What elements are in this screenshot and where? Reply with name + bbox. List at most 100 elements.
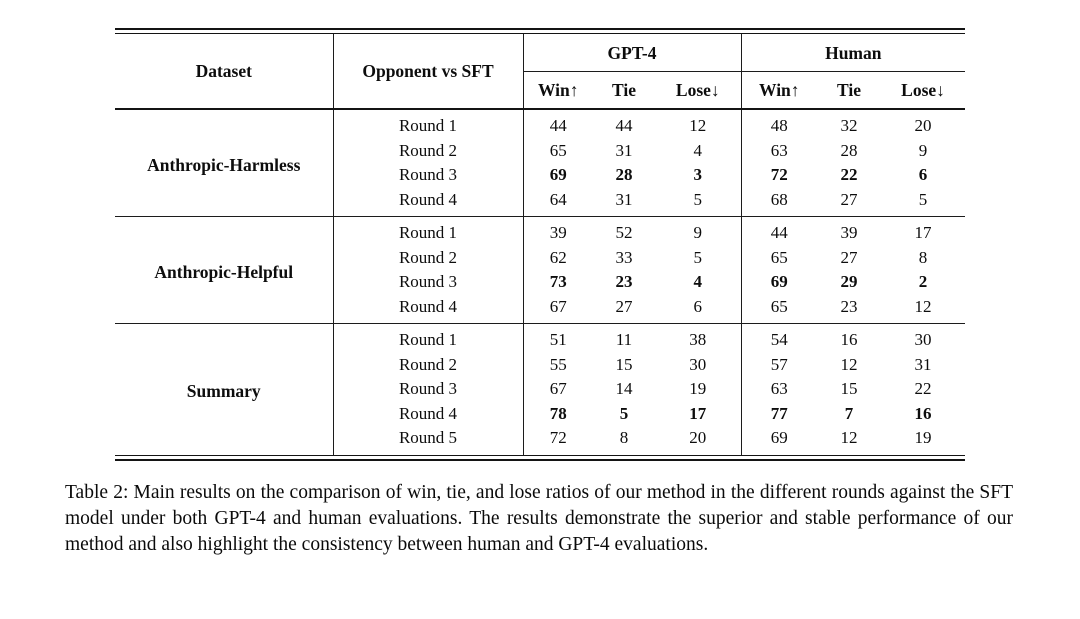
round-cell: Round 1 bbox=[332, 216, 523, 246]
value-cell: 31 bbox=[615, 140, 633, 160]
value-cell: 28 bbox=[615, 165, 633, 184]
value-cell: 39 bbox=[522, 216, 593, 246]
table-row: Round 3 67 14 19 63 15 22 bbox=[115, 377, 965, 402]
value-cell: 68 bbox=[740, 187, 818, 217]
value-cell: 5 bbox=[619, 403, 629, 423]
table-row: Round 4 78 5 17 77 7 16 bbox=[115, 401, 965, 426]
value-cell: 27 bbox=[615, 296, 633, 316]
dataset-cell: Summary bbox=[115, 323, 333, 455]
value-cell: 22 bbox=[914, 379, 932, 398]
value-cell: 27 bbox=[840, 189, 858, 209]
value-cell: 23 bbox=[615, 272, 633, 291]
table-row: Round 2 55 15 30 57 12 31 bbox=[115, 352, 965, 377]
value-cell: 8 bbox=[619, 428, 629, 447]
value-cell: 2 bbox=[918, 272, 928, 291]
value-cell: 16 bbox=[817, 323, 882, 353]
value-cell: 4 bbox=[693, 272, 703, 291]
bottom-double-rule bbox=[115, 454, 965, 461]
table-row: Round 2 62 33 5 65 27 8 bbox=[115, 245, 965, 270]
round-cell: Round 3 bbox=[332, 163, 523, 188]
value-cell: 14 bbox=[615, 379, 633, 398]
value-cell: 52 bbox=[593, 216, 655, 246]
round-cell: Round 4 bbox=[332, 294, 523, 324]
header-metric-tie: Tie bbox=[612, 80, 636, 100]
value-cell: 33 bbox=[615, 247, 633, 267]
value-cell: 65 bbox=[740, 294, 818, 324]
value-cell: 67 bbox=[522, 294, 593, 324]
top-double-rule bbox=[115, 28, 965, 34]
value-cell: 20 bbox=[689, 428, 707, 447]
value-cell: 38 bbox=[655, 323, 742, 353]
value-cell: 48 bbox=[740, 108, 818, 139]
table-caption: Table 2: Main results on the comparison … bbox=[65, 482, 1013, 556]
value-cell: 31 bbox=[914, 354, 932, 374]
value-cell: 9 bbox=[655, 216, 742, 246]
header-metric-lose: Lose↓ bbox=[901, 80, 945, 100]
value-cell: 16 bbox=[914, 403, 932, 423]
value-cell: 51 bbox=[522, 323, 593, 353]
dataset-cell: Anthropic-Harmless bbox=[115, 108, 333, 217]
value-cell: 15 bbox=[840, 379, 858, 398]
table-row: Anthropic-Harmless Round 1 44 44 12 48 32 20 bbox=[115, 108, 966, 217]
value-cell: 12 bbox=[840, 428, 858, 447]
value-cell: 5 bbox=[693, 247, 703, 267]
value-cell: 31 bbox=[615, 189, 633, 209]
value-cell: 44 bbox=[593, 108, 655, 139]
value-cell: 8 bbox=[918, 247, 928, 267]
value-cell: 54 bbox=[740, 323, 818, 353]
results-table-grid: Dataset Opponent vs SFT GPT-4 Human Win↑ Tie L… bbox=[115, 34, 966, 455]
value-cell: 69 bbox=[740, 426, 818, 455]
round-cell: Round 1 bbox=[332, 108, 523, 139]
table-row: Round 5 72 8 20 69 12 19 bbox=[115, 426, 965, 455]
value-cell: 5 bbox=[693, 189, 703, 209]
value-cell: 23 bbox=[840, 296, 858, 316]
header-metric-win: Win↑ bbox=[740, 71, 818, 109]
table-body: Anthropic-Harmless Round 1 44 44 12 48 32 20 Rou… bbox=[115, 108, 966, 455]
value-cell: 69 bbox=[522, 163, 593, 188]
value-cell: 65 bbox=[740, 245, 818, 270]
value-cell: 63 bbox=[740, 138, 818, 163]
value-cell: 39 bbox=[817, 216, 882, 246]
header-row-metrics: Win↑ Tie Lose↓ Win↑ Tie Lose↓ bbox=[115, 71, 965, 109]
round-cell: Round 1 bbox=[332, 323, 523, 353]
value-cell: 69 bbox=[740, 270, 818, 295]
value-cell: 4 bbox=[693, 140, 703, 160]
round-cell: Round 2 bbox=[332, 138, 523, 163]
table-row: Round 4 64 31 5 68 27 5 bbox=[115, 187, 965, 217]
table-row: Round 3 73 23 4 69 29 2 bbox=[115, 270, 965, 295]
table-row: Round 3 69 28 3 72 22 6 bbox=[115, 163, 965, 188]
round-cell: Round 4 bbox=[332, 401, 523, 426]
value-cell: 15 bbox=[615, 354, 633, 374]
table-row: Round 2 65 31 4 63 28 9 bbox=[115, 138, 965, 163]
dataset-cell: Anthropic-Helpful bbox=[115, 216, 333, 324]
value-cell: 19 bbox=[689, 379, 707, 398]
header-group-human: Human bbox=[740, 34, 966, 72]
value-cell: 72 bbox=[522, 426, 593, 455]
value-cell: 67 bbox=[522, 377, 593, 402]
value-cell: 55 bbox=[522, 352, 593, 377]
value-cell: 12 bbox=[840, 354, 858, 374]
header-opponent: Opponent vs SFT bbox=[332, 34, 523, 109]
header-metric-lose: Lose↓ bbox=[675, 80, 720, 100]
value-cell: 72 bbox=[740, 163, 818, 188]
value-cell: 17 bbox=[881, 216, 966, 246]
value-cell: 17 bbox=[689, 403, 707, 423]
table-row: Anthropic-Helpful Round 1 39 52 9 44 39 17 bbox=[115, 216, 966, 324]
table-row: Summary Round 1 51 11 38 54 16 30 bbox=[115, 323, 966, 455]
value-cell: 5 bbox=[918, 189, 928, 209]
value-cell: 57 bbox=[740, 352, 818, 377]
value-cell: 7 bbox=[844, 403, 854, 423]
header-metric-win: Win↑ bbox=[522, 71, 593, 109]
header-group-gpt4: GPT-4 bbox=[522, 34, 742, 72]
value-cell: 30 bbox=[689, 354, 707, 374]
header-row-groups: Dataset Opponent vs SFT GPT-4 Human bbox=[115, 34, 966, 109]
value-cell: 27 bbox=[840, 247, 858, 267]
round-cell: Round 2 bbox=[332, 352, 523, 377]
value-cell: 44 bbox=[522, 108, 593, 139]
value-cell: 44 bbox=[740, 216, 818, 246]
value-cell: 3 bbox=[693, 165, 703, 184]
value-cell: 30 bbox=[881, 323, 966, 353]
value-cell: 12 bbox=[655, 108, 742, 139]
value-cell: 6 bbox=[693, 296, 703, 316]
